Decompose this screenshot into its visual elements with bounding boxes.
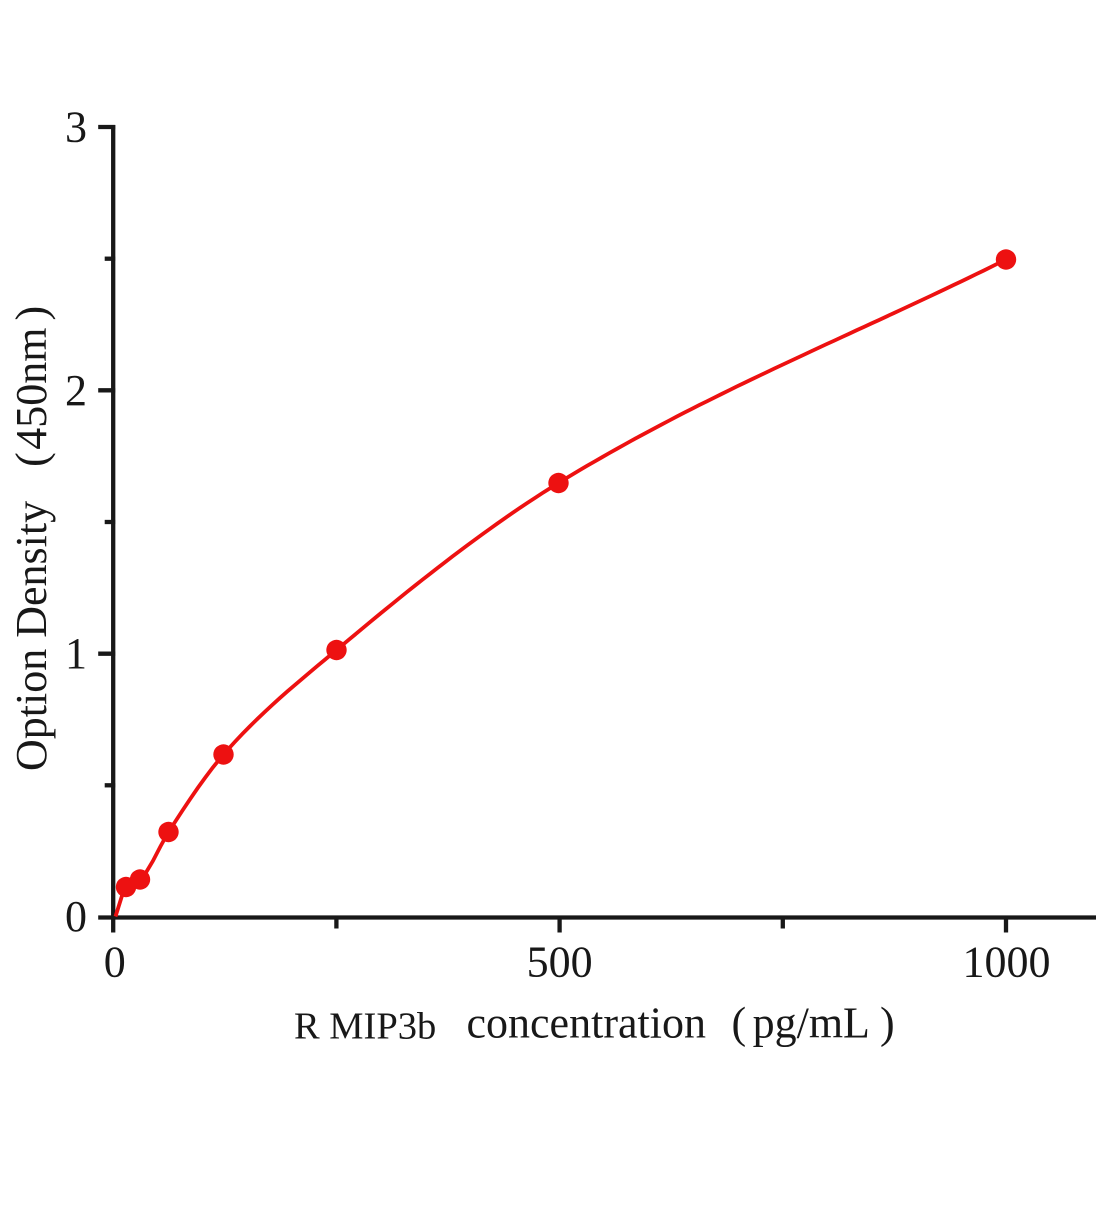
svg-text:0: 0 <box>104 938 126 987</box>
svg-text:3: 3 <box>65 103 87 152</box>
svg-text:0: 0 <box>65 892 87 941</box>
svg-text:1000: 1000 <box>963 938 1051 987</box>
svg-text:R MIP3b: R MIP3b <box>294 1006 436 1048</box>
svg-text:1: 1 <box>65 629 87 678</box>
svg-text:500: 500 <box>527 938 593 987</box>
svg-text:concentration(pg/mL): concentration(pg/mL) <box>467 999 895 1048</box>
svg-text:2: 2 <box>65 366 87 415</box>
svg-text:Option Density(450nm): Option Density(450nm) <box>7 306 56 771</box>
